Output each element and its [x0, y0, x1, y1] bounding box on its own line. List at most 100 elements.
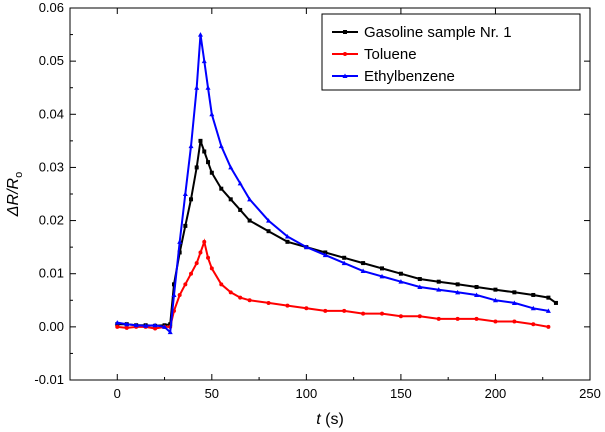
data-point: [219, 282, 224, 287]
y-tick-label: 0.05: [39, 53, 64, 68]
data-point: [455, 282, 460, 287]
data-point: [398, 314, 403, 319]
x-tick-label: 150: [390, 386, 412, 401]
legend-box: [321, 13, 581, 91]
data-point: [188, 143, 194, 149]
data-point: [285, 303, 290, 308]
data-point: [492, 297, 498, 303]
data-point: [417, 277, 422, 282]
data-point: [553, 300, 558, 305]
y-tick-label: 0.02: [39, 213, 64, 228]
data-point: [546, 324, 551, 329]
data-point: [152, 322, 158, 328]
y-tick-label: 0.03: [39, 159, 64, 174]
x-tick-label: 250: [579, 386, 601, 401]
data-point: [247, 298, 252, 303]
data-point: [285, 239, 290, 244]
y-tick-label: 0.00: [39, 319, 64, 334]
data-point: [436, 287, 442, 292]
data-point: [342, 255, 347, 260]
data-point: [323, 250, 328, 255]
data-point: [398, 271, 403, 276]
data-point: [379, 273, 385, 279]
y-axis-title: ΔR/Ro: [5, 172, 25, 217]
data-point: [343, 30, 347, 34]
data-point: [247, 196, 253, 202]
data-point: [380, 266, 384, 271]
data-point: [197, 32, 203, 37]
data-point: [361, 261, 366, 266]
data-point: [114, 320, 120, 325]
data-point: [322, 252, 328, 258]
data-point: [162, 324, 168, 329]
data-point: [511, 300, 517, 305]
legend-label: Toluene: [364, 46, 417, 63]
data-point: [303, 244, 309, 250]
data-point: [361, 311, 366, 316]
data-point: [189, 271, 194, 276]
data-point: [209, 111, 215, 117]
x-tick-label: 200: [485, 386, 507, 401]
data-point: [455, 289, 461, 295]
data-point: [474, 292, 480, 297]
data-point: [247, 218, 252, 223]
data-point: [206, 160, 211, 165]
data-point: [183, 223, 188, 228]
data-point: [218, 143, 224, 149]
data-point: [284, 234, 290, 239]
data-point: [182, 191, 188, 196]
legend-entry: Toluene: [332, 46, 417, 63]
legend-label: Gasoline sample Nr. 1: [364, 24, 512, 41]
data-point: [124, 321, 130, 327]
legend-entry: Ethylbenzene: [332, 68, 455, 85]
y-tick-label: 0.01: [39, 266, 64, 281]
data-point: [172, 282, 176, 287]
data-point: [530, 305, 536, 311]
data-point: [493, 287, 498, 292]
y-tick-label: 0.06: [39, 0, 64, 15]
data-point: [545, 308, 551, 313]
data-point: [194, 165, 199, 170]
data-point: [189, 197, 194, 202]
data-point: [133, 322, 139, 328]
data-point: [198, 250, 203, 255]
data-point: [167, 329, 173, 335]
ticks: 0 50 100 150 200 250 -0.01 0.00 0.01 0.02 0.03 0.04…: [34, 0, 600, 401]
data-point: [436, 316, 441, 321]
series-line: [117, 34, 549, 335]
legend: Gasoline sample Nr. 1 Toluene Ethylbenzene: [321, 13, 581, 91]
data-point: [238, 207, 243, 212]
series-layer: [114, 32, 558, 335]
data-point: [194, 85, 200, 90]
data-point: [202, 239, 207, 244]
data-point: [341, 260, 347, 266]
data-point: [228, 197, 233, 202]
x-tick-label: 0: [114, 386, 121, 401]
data-point: [436, 279, 441, 284]
data-point: [342, 308, 347, 313]
data-point: [219, 186, 224, 191]
data-point: [266, 300, 271, 305]
x-axis-title: t (s): [316, 411, 344, 428]
data-point: [194, 261, 199, 266]
data-point: [237, 180, 243, 186]
data-point: [202, 149, 207, 154]
data-point: [201, 58, 207, 64]
data-point: [266, 218, 272, 223]
data-point: [398, 279, 404, 284]
data-point: [238, 295, 243, 300]
data-point: [380, 311, 384, 316]
x-tick-label: 50: [205, 386, 219, 401]
data-point: [153, 326, 158, 331]
data-point: [360, 268, 366, 274]
data-point: [115, 324, 120, 329]
data-point: [304, 306, 309, 311]
x-tick-label: 100: [296, 386, 318, 401]
data-point: [474, 285, 479, 289]
y-tick-label: 0.04: [39, 106, 64, 121]
data-point: [206, 255, 211, 260]
data-point: [124, 325, 129, 330]
data-point: [177, 250, 182, 255]
data-point: [343, 52, 347, 56]
